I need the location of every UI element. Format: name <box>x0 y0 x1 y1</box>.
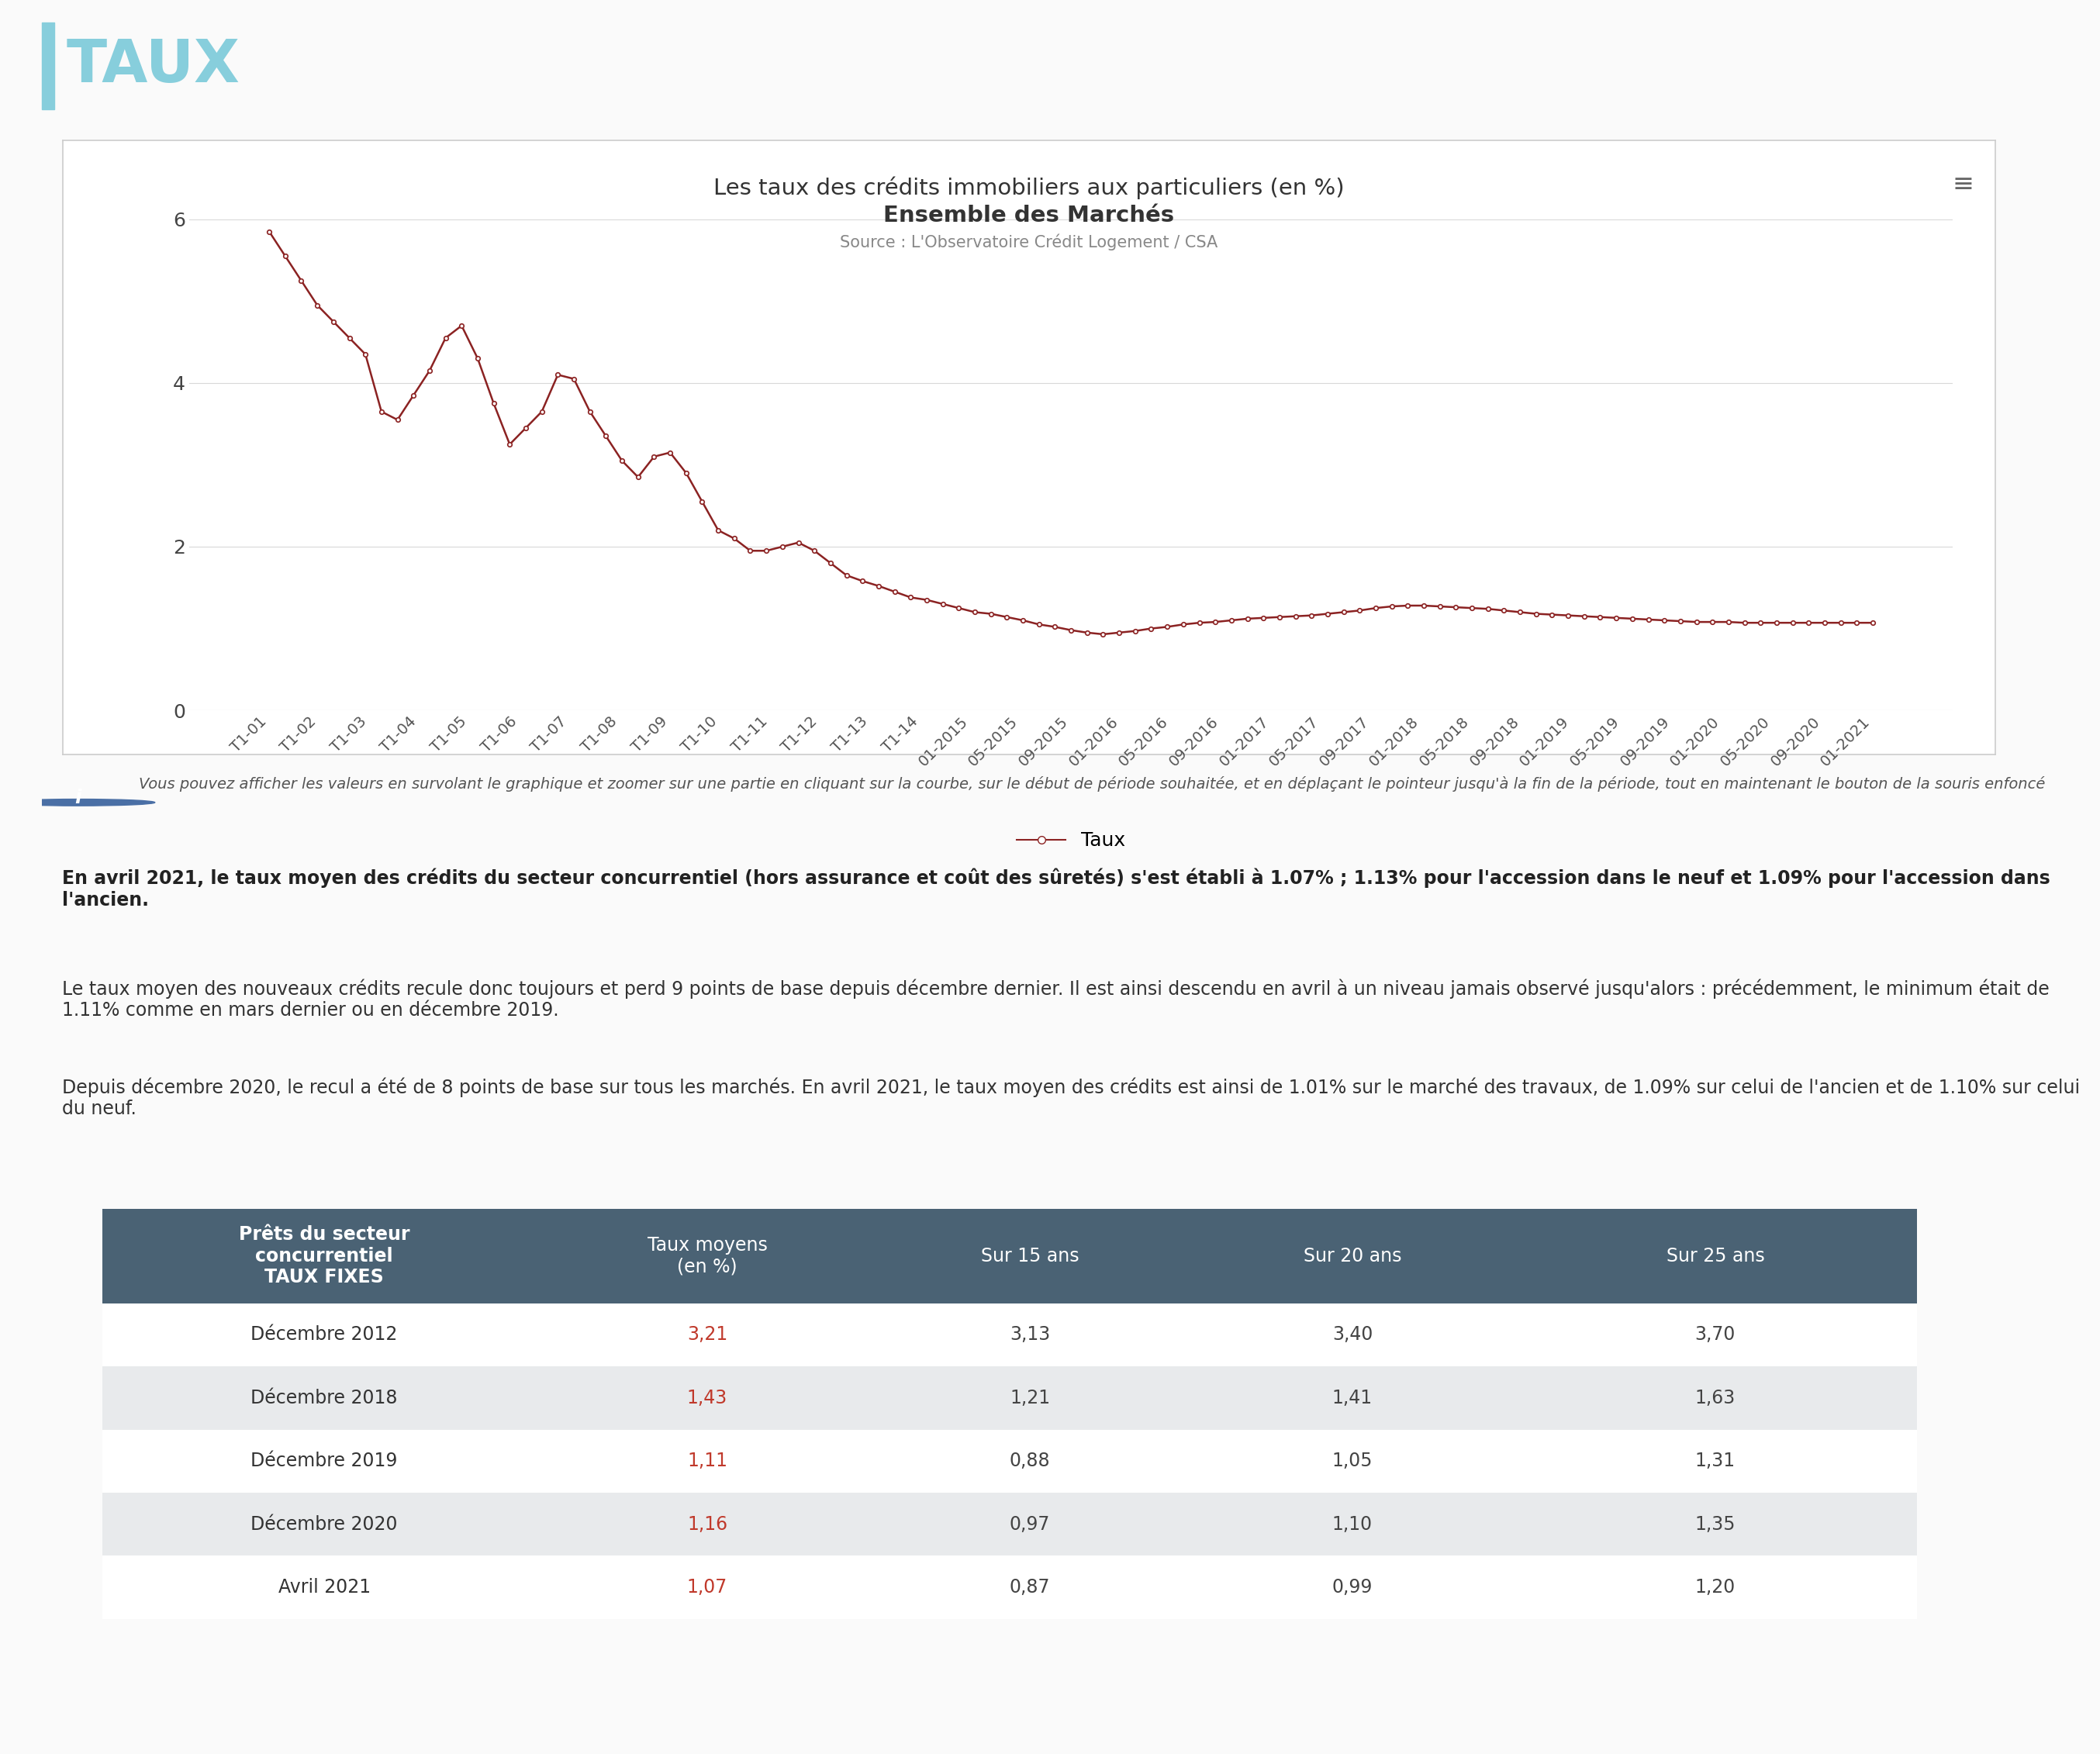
Text: 1,43: 1,43 <box>687 1389 727 1407</box>
Legend: Taux: Taux <box>1010 824 1132 858</box>
Text: 1,10: 1,10 <box>1331 1515 1373 1533</box>
Text: 1,21: 1,21 <box>1010 1389 1050 1407</box>
Text: 1,20: 1,20 <box>1695 1579 1735 1596</box>
Bar <box>103 1366 1917 1430</box>
Text: TAUX: TAUX <box>67 37 239 95</box>
Text: 1,07: 1,07 <box>687 1579 727 1596</box>
Text: 1,63: 1,63 <box>1695 1389 1735 1407</box>
Text: 3,21: 3,21 <box>687 1326 727 1344</box>
Text: ≡: ≡ <box>1953 172 1974 196</box>
Text: 0,87: 0,87 <box>1010 1579 1050 1596</box>
Bar <box>103 1303 1917 1366</box>
Text: 1,11: 1,11 <box>687 1452 727 1470</box>
Bar <box>103 1556 1917 1619</box>
Text: i: i <box>76 789 82 807</box>
Text: Sur 15 ans: Sur 15 ans <box>981 1247 1079 1265</box>
Text: Avril 2021: Avril 2021 <box>277 1579 370 1596</box>
Text: En avril 2021, le taux moyen des crédits du secteur concurrentiel (hors assuranc: En avril 2021, le taux moyen des crédits… <box>63 868 2050 910</box>
Text: Taux moyens
(en %): Taux moyens (en %) <box>647 1237 766 1275</box>
Text: 0,99: 0,99 <box>1331 1579 1373 1596</box>
Text: 3,40: 3,40 <box>1331 1326 1373 1344</box>
Text: Le taux moyen des nouveaux crédits recule donc toujours et perd 9 points de base: Le taux moyen des nouveaux crédits recul… <box>63 979 2050 1021</box>
Text: 1,41: 1,41 <box>1331 1389 1373 1407</box>
Text: 1,35: 1,35 <box>1695 1515 1735 1533</box>
Text: Sur 20 ans: Sur 20 ans <box>1304 1247 1401 1265</box>
Text: Source : L'Observatoire Crédit Logement / CSA: Source : L'Observatoire Crédit Logement … <box>840 233 1218 251</box>
Text: Prêts du secteur
concurrentiel
TAUX FIXES: Prêts du secteur concurrentiel TAUX FIXE… <box>239 1224 409 1287</box>
Text: 0,97: 0,97 <box>1010 1515 1050 1533</box>
Text: Décembre 2012: Décembre 2012 <box>250 1326 397 1344</box>
Circle shape <box>2 800 155 805</box>
Text: Les taux des crédits immobiliers aux particuliers (en %): Les taux des crédits immobiliers aux par… <box>714 175 1344 200</box>
Text: Depuis décembre 2020, le recul a été de 8 points de base sur tous les marchés. E: Depuis décembre 2020, le recul a été de … <box>63 1077 2081 1119</box>
Text: 3,70: 3,70 <box>1695 1326 1735 1344</box>
Text: Décembre 2018: Décembre 2018 <box>250 1389 397 1407</box>
Text: Vous pouvez afficher les valeurs en survolant le graphique et zoomer sur une par: Vous pouvez afficher les valeurs en surv… <box>139 775 2045 791</box>
Text: 3,13: 3,13 <box>1010 1326 1050 1344</box>
Text: 1,16: 1,16 <box>687 1515 727 1533</box>
Text: Décembre 2019: Décembre 2019 <box>250 1452 397 1470</box>
Text: 0,88: 0,88 <box>1010 1452 1050 1470</box>
Text: 1,05: 1,05 <box>1331 1452 1373 1470</box>
Bar <box>103 1493 1917 1556</box>
Text: 1,31: 1,31 <box>1695 1452 1735 1470</box>
Text: Sur 25 ans: Sur 25 ans <box>1665 1247 1764 1265</box>
Bar <box>103 1430 1917 1493</box>
Text: Décembre 2020: Décembre 2020 <box>250 1515 397 1533</box>
Bar <box>42 23 55 109</box>
Text: Ensemble des Marchés: Ensemble des Marchés <box>884 205 1174 226</box>
Bar <box>103 1209 1917 1303</box>
